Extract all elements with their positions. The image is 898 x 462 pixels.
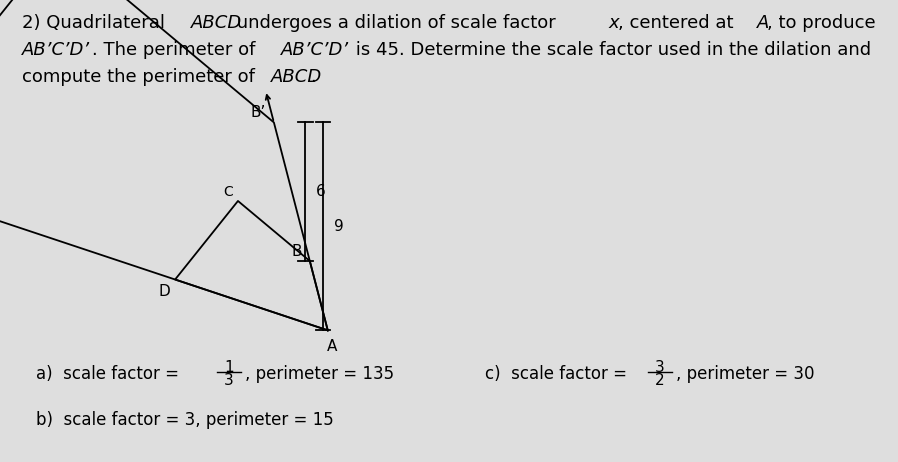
- Text: . The perimeter of: . The perimeter of: [92, 41, 261, 59]
- Text: AB’C’D’: AB’C’D’: [22, 41, 91, 59]
- Text: 1: 1: [224, 360, 233, 375]
- Text: ABCD: ABCD: [191, 14, 242, 32]
- Text: x: x: [608, 14, 619, 32]
- Text: .: .: [311, 68, 316, 86]
- Text: c)  scale factor =: c) scale factor =: [485, 365, 632, 383]
- Text: undergoes a dilation of scale factor: undergoes a dilation of scale factor: [231, 14, 561, 32]
- Text: A: A: [757, 14, 770, 32]
- Text: B’: B’: [251, 105, 266, 120]
- Text: AB’C’D’: AB’C’D’: [281, 41, 348, 59]
- Text: A: A: [327, 339, 338, 353]
- Text: , centered at: , centered at: [619, 14, 740, 32]
- Text: a)  scale factor =: a) scale factor =: [36, 365, 184, 383]
- Text: 2) Quadrilateral: 2) Quadrilateral: [22, 14, 172, 32]
- Text: b)  scale factor = 3, perimeter = 15: b) scale factor = 3, perimeter = 15: [36, 412, 334, 429]
- Text: , to produce: , to produce: [767, 14, 876, 32]
- Text: , perimeter = 135: , perimeter = 135: [245, 365, 394, 383]
- Text: 6: 6: [316, 184, 326, 199]
- Text: B: B: [291, 244, 302, 259]
- Text: 9: 9: [334, 219, 344, 234]
- Text: 2: 2: [656, 373, 665, 388]
- Text: ABCD: ABCD: [270, 68, 322, 86]
- Text: 3: 3: [224, 373, 233, 388]
- Text: D: D: [159, 284, 171, 298]
- Text: is 45. Determine the scale factor used in the dilation and: is 45. Determine the scale factor used i…: [350, 41, 871, 59]
- Text: 3: 3: [656, 360, 665, 375]
- Text: , perimeter = 30: , perimeter = 30: [676, 365, 814, 383]
- Text: compute the perimeter of: compute the perimeter of: [22, 68, 261, 86]
- Text: C: C: [224, 185, 233, 199]
